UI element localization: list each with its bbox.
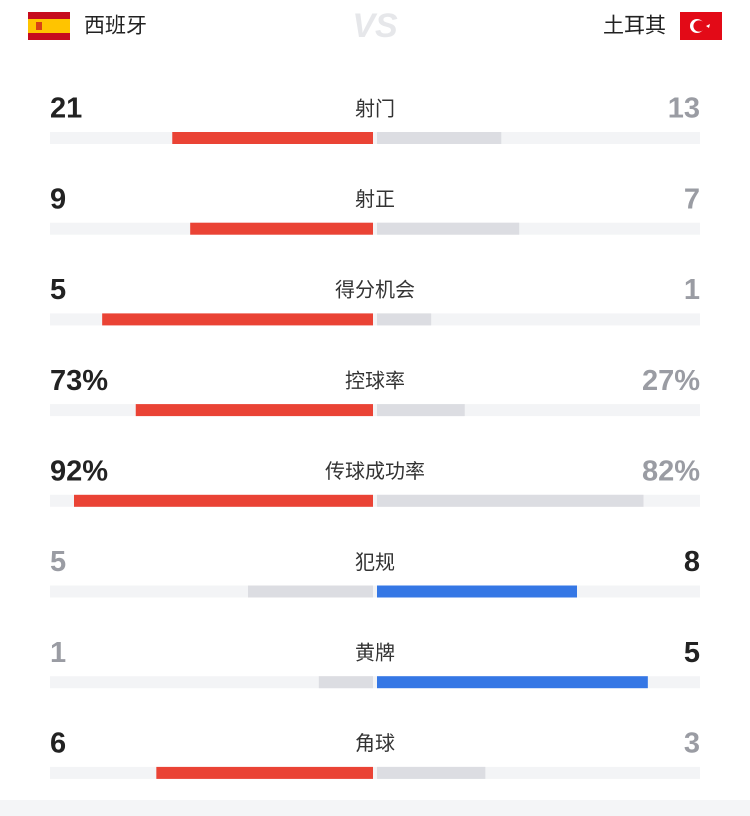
home-value: 1 [50,637,66,669]
home-bar [102,313,374,326]
stat-label: 黄牌 [355,641,395,664]
bar-track [50,766,700,779]
away-value: 13 [668,93,700,125]
vs-logo: VS [352,7,398,45]
spain-flag [28,12,70,40]
home-value: 21 [50,93,82,125]
away-value: 8 [684,546,700,578]
away-bar [377,766,486,779]
home-value: 5 [50,274,66,306]
away-value: 7 [684,183,700,215]
home-bar [248,585,373,598]
home-value: 9 [50,183,66,215]
bar-track [50,222,700,235]
away-value: 3 [684,728,700,760]
away-value: 1 [684,274,700,306]
away-value: 27% [642,365,700,397]
home-bar [190,222,373,235]
home-value: 73% [50,365,108,397]
home-bar [172,132,373,144]
stat-label: 射正 [355,188,395,211]
home-value: 5 [50,546,66,578]
away-bar [377,313,432,326]
stat-label: 射门 [355,97,395,120]
home-team: 西班牙 [84,15,147,38]
away-bar [377,222,520,235]
away-bar [377,132,502,144]
home-bar [156,766,373,779]
away-team: 土耳其 [603,15,666,38]
home-bar [74,494,373,507]
home-bar [318,676,373,689]
turkey-flag [680,12,722,40]
bar-track [50,132,700,144]
away-bar [377,494,644,507]
stat-label: 控球率 [345,369,405,392]
home-value: 6 [50,728,66,760]
stat-label: 传球成功率 [325,460,425,483]
stat-label: 得分机会 [335,279,415,302]
bar-track [50,585,700,598]
away-bar [377,676,648,689]
home-value: 92% [50,455,108,487]
away-value: 5 [684,637,700,669]
away-bar [377,585,577,598]
away-value: 82% [642,455,700,487]
stat-label: 角球 [355,732,395,755]
footer-band [0,800,750,816]
stat-label: 犯规 [355,551,395,574]
away-bar [377,404,465,417]
home-bar [135,404,373,417]
